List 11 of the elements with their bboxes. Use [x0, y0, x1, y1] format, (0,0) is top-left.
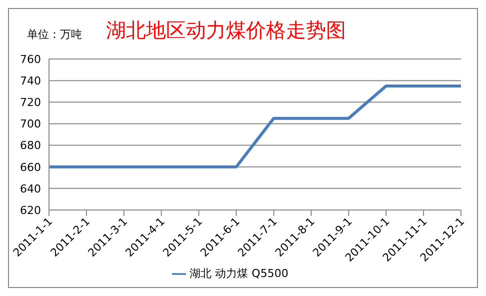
chart-title: 湖北地区动力煤价格走势图 [106, 16, 346, 44]
y-tick-label: 680 [20, 139, 41, 152]
text: 单位：万吨 [27, 26, 82, 42]
y-tick-label: 720 [20, 96, 41, 110]
y-tick-label: 760 [20, 52, 41, 66]
y-tick-label: 620 [20, 204, 41, 217]
y-tick-label: 660 [20, 160, 41, 174]
y-tick-label: 740 [20, 74, 41, 88]
y-tick-label: 700 [20, 118, 41, 131]
legend-label: 湖北 动力煤 Q5500 [190, 267, 288, 280]
y-tick-label: 640 [20, 182, 41, 196]
